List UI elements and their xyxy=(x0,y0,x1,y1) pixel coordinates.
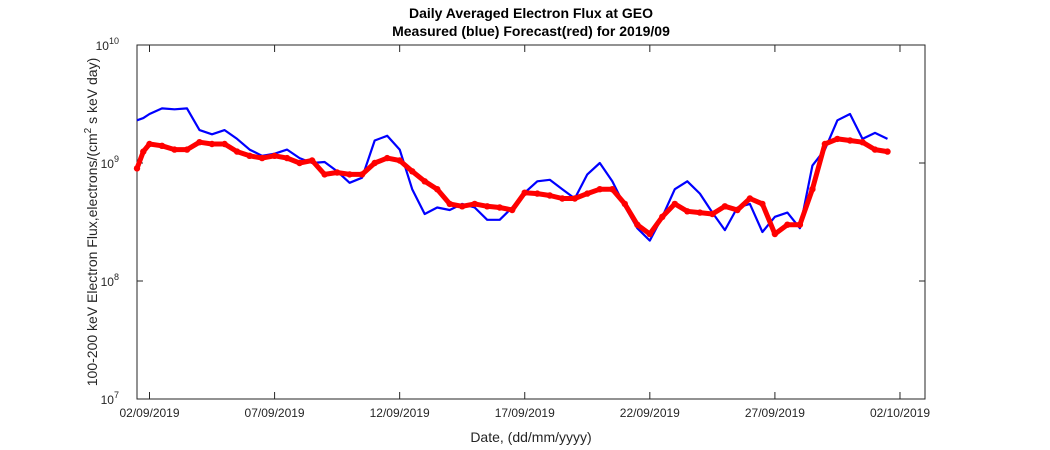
forecast-flux-point xyxy=(821,140,829,148)
y-axis-label-superscript: 2 xyxy=(83,127,94,133)
y-tick-label: 107 xyxy=(101,390,119,407)
forecast-flux-point xyxy=(221,140,228,148)
forecast-flux-point xyxy=(409,168,416,175)
y-tick-exponent: 7 xyxy=(114,390,119,400)
forecast-flux-point xyxy=(684,208,691,215)
forecast-flux-point xyxy=(434,186,441,193)
forecast-flux-point xyxy=(171,146,178,153)
forecast-flux-point xyxy=(709,210,716,218)
y-tick-label: 108 xyxy=(101,272,119,289)
plot-area-frame xyxy=(136,44,926,400)
y-tick-base: 10 xyxy=(101,393,115,407)
forecast-flux-point xyxy=(771,230,779,238)
forecast-flux-point xyxy=(484,203,491,210)
forecast-flux-point xyxy=(346,171,353,178)
forecast-flux-point xyxy=(521,189,528,196)
forecast-flux-point xyxy=(308,157,316,164)
forecast-flux-point xyxy=(246,152,253,159)
y-tick-exponent: 10 xyxy=(109,36,119,46)
series-layer xyxy=(133,107,891,242)
forecast-flux-point xyxy=(571,195,578,202)
x-tick-label: 27/09/2019 xyxy=(745,406,805,420)
forecast-flux-point xyxy=(471,200,478,208)
forecast-flux-point xyxy=(371,159,378,167)
forecast-flux-point xyxy=(146,140,153,148)
y-tick-exponent: 9 xyxy=(114,154,119,164)
forecast-flux-point xyxy=(546,192,553,199)
measured-flux-line xyxy=(136,107,888,242)
x-axis-label: Date, (dd/mm/yyyy) xyxy=(470,429,591,445)
forecast-flux-point xyxy=(659,213,666,220)
y-axis-label-post: s keV day) xyxy=(84,58,100,128)
forecast-flux-point xyxy=(759,200,766,208)
x-tick-label: 12/09/2019 xyxy=(370,406,430,420)
forecast-flux-point xyxy=(421,178,428,185)
forecast-flux-point xyxy=(746,195,754,202)
forecast-flux-point xyxy=(809,186,816,193)
y-tick-base: 10 xyxy=(96,39,110,53)
forecast-flux-point xyxy=(459,203,466,210)
y-tick-label: 109 xyxy=(101,154,119,171)
forecast-flux-point xyxy=(609,186,616,193)
forecast-flux-point xyxy=(834,135,841,143)
forecast-flux-point xyxy=(846,137,854,144)
forecast-flux-point xyxy=(133,165,141,172)
y-axis-label: 100-200 keV Electron Flux,electrons/(cm2… xyxy=(83,58,100,386)
forecast-flux-point xyxy=(559,195,566,202)
forecast-flux-point xyxy=(621,200,628,208)
x-tick-label: 02/10/2019 xyxy=(870,406,930,420)
forecast-flux-point xyxy=(358,171,366,178)
forecast-flux-point xyxy=(884,148,891,155)
forecast-flux-point xyxy=(646,230,653,238)
chart-subtitle: Measured (blue) Forecast(red) for 2019/0… xyxy=(392,23,670,39)
x-tick-label: 17/09/2019 xyxy=(495,406,555,420)
y-axis-label-pre: 100-200 keV Electron Flux,electrons/(cm xyxy=(84,133,100,386)
x-tick-label: 22/09/2019 xyxy=(620,406,680,420)
x-tick-label: 07/09/2019 xyxy=(245,406,305,420)
y-tick-exponent: 8 xyxy=(114,272,119,282)
forecast-flux-point xyxy=(509,206,516,214)
forecast-flux-point xyxy=(671,200,678,208)
forecast-flux-point xyxy=(283,154,291,162)
forecast-flux-point xyxy=(696,209,704,216)
forecast-flux-point xyxy=(196,139,203,146)
forecast-flux-point xyxy=(396,157,403,164)
forecast-flux-point xyxy=(158,142,166,149)
x-axis-ticks: 02/09/2019 07/09/2019 12/09/2019 17/09/2019… xyxy=(119,45,930,420)
forecast-flux-point xyxy=(584,190,591,197)
forecast-flux-point xyxy=(784,221,791,228)
chart-title: Daily Averaged Electron Flux at GEO xyxy=(409,5,653,21)
forecast-flux-point xyxy=(534,190,541,197)
forecast-flux-point xyxy=(183,146,191,153)
forecast-flux-point xyxy=(384,154,391,162)
forecast-flux-point xyxy=(140,148,147,155)
x-tick-label: 02/09/2019 xyxy=(119,406,179,420)
forecast-flux-point xyxy=(233,148,241,155)
forecast-flux-point xyxy=(721,203,729,210)
forecast-flux-point xyxy=(333,169,341,176)
forecast-flux-point xyxy=(496,204,503,211)
forecast-flux-point xyxy=(871,146,879,153)
forecast-flux-point xyxy=(796,221,804,228)
y-tick-base: 10 xyxy=(101,275,115,289)
forecast-flux-point xyxy=(446,200,453,208)
y-tick-base: 10 xyxy=(101,157,115,171)
forecast-flux-point xyxy=(634,221,641,228)
forecast-flux-point xyxy=(208,140,216,148)
forecast-flux-point xyxy=(271,152,278,159)
y-tick-label: 1010 xyxy=(96,36,119,53)
forecast-flux-point xyxy=(258,154,266,162)
forecast-flux-point xyxy=(734,206,741,214)
forecast-flux-point xyxy=(859,139,866,146)
forecast-flux-point xyxy=(596,186,603,193)
forecast-flux-point xyxy=(296,159,303,167)
forecast-flux-point xyxy=(321,171,328,178)
